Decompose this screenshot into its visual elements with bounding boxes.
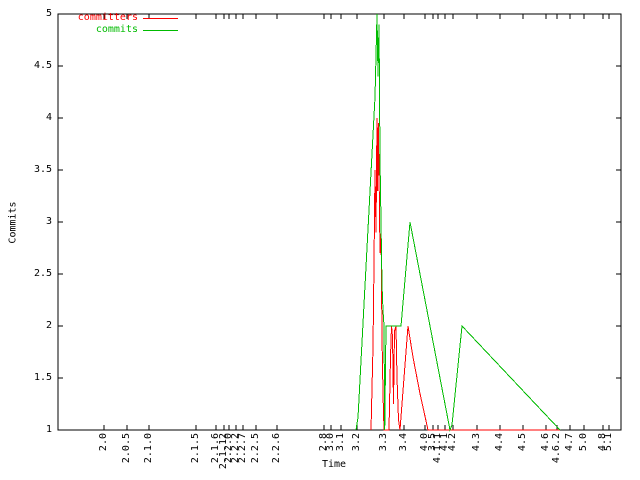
x-tick-label: 4.7: [564, 433, 575, 452]
y-tick-label: 2: [45, 320, 52, 331]
legend-label-commits: commits: [95, 24, 138, 35]
y-tick-label: 3: [45, 216, 52, 227]
y-tick-label: 3.5: [33, 164, 52, 175]
y-tick-label: 4.5: [33, 60, 52, 71]
legend-line-sample-committers: [143, 18, 178, 19]
x-tick-label: 4.6.2: [551, 433, 562, 464]
x-tick-label: 2.1.0: [143, 433, 154, 464]
x-tick-label: 2.2.5: [250, 433, 261, 464]
x-tick-label: 2.1.5: [190, 433, 201, 464]
y-tick-label: 2.5: [33, 268, 52, 279]
x-tick-label: 5.1: [603, 433, 614, 452]
x-axis-title: Time: [322, 459, 347, 470]
x-tick-label: 3.4: [398, 433, 409, 452]
x-tick-label: 4.3: [471, 433, 482, 452]
x-tick-label: 3.3: [378, 433, 389, 452]
legend-label-committers: committers: [77, 12, 138, 23]
x-tick-label: 4.4: [494, 433, 505, 452]
tick-marks: [58, 13, 621, 431]
x-tick-label: 5.0: [578, 433, 589, 452]
y-tick-label: 5: [45, 8, 52, 19]
x-tick-label: 3.1: [335, 433, 346, 452]
x-tick-label: 4.5: [517, 433, 528, 452]
legend-line-sample-commits: [143, 30, 178, 31]
x-tick-label: 4.2: [447, 433, 458, 452]
x-tick-label: 2.0.5: [121, 433, 132, 464]
y-tick-label: 1.5: [33, 372, 52, 383]
series-line-committers: [370, 117, 560, 431]
series-line-commits: [355, 13, 561, 432]
x-tick-label: 4.6: [540, 433, 551, 452]
x-tick-label: 2.0: [98, 433, 109, 452]
x-tick-label: 3.2: [351, 433, 362, 452]
y-tick-label: 1: [45, 424, 52, 435]
x-tick-label: 2.2.6: [271, 433, 282, 464]
y-tick-label: 4: [45, 112, 52, 123]
x-tick-label: 2.2.7: [237, 433, 248, 464]
